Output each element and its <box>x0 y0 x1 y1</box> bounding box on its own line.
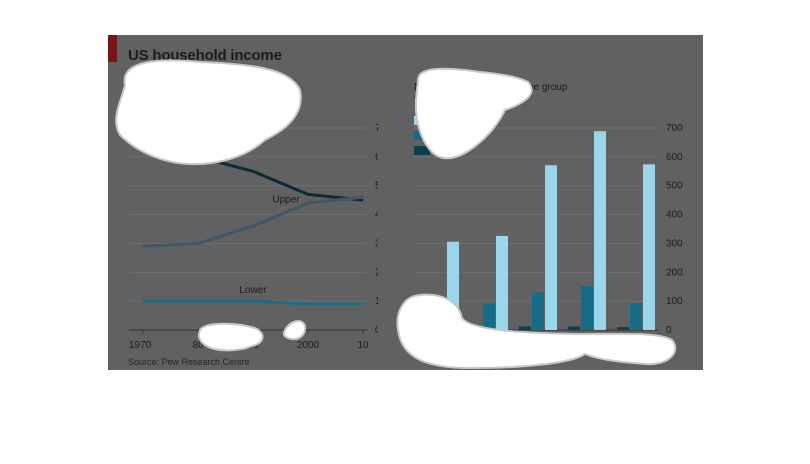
accent-bar <box>108 35 117 62</box>
bar-middle <box>630 303 642 330</box>
y-tick-label: 300 <box>666 238 683 249</box>
bar-lower <box>421 326 433 330</box>
y-tick-label: 0 <box>666 325 672 336</box>
bar-lower <box>617 327 629 330</box>
legend-label-upper: Upper <box>436 116 464 127</box>
x-tick-label: 1983 <box>431 340 454 350</box>
x-tick-label: 2000 <box>297 340 320 350</box>
bar-lower <box>470 327 482 330</box>
bar-middle <box>483 303 495 330</box>
series-line-middle <box>142 149 364 202</box>
y-tick-label: 400 <box>666 210 683 221</box>
y-tick-label: 70 <box>375 123 378 134</box>
bar-chart-subtitle: 2011 $, '000 <box>414 95 468 106</box>
bar-middle <box>434 302 446 330</box>
bar-upper <box>545 165 557 330</box>
bar-upper <box>594 131 606 330</box>
legend-swatch-middle <box>414 131 430 140</box>
bar-middle <box>581 286 593 330</box>
bar-chart-median-net-worth: Median net worth by income group 2011 $,… <box>414 82 683 350</box>
series-line-lower <box>143 299 363 306</box>
bar-chart-title: Median net worth by income group <box>414 82 568 93</box>
figure-title: US household income <box>128 47 282 64</box>
series-label-middle: Middle <box>187 149 217 160</box>
bar-middle <box>532 292 544 330</box>
x-tick-label: 2001 <box>529 340 552 350</box>
y-tick-label: 600 <box>666 152 683 163</box>
bar-upper <box>643 164 655 330</box>
line-chart-subtitle: % of total <box>129 95 171 106</box>
y-tick-label: 10 <box>375 296 378 307</box>
x-tick-label: 80 <box>192 340 204 350</box>
x-tick-label: 10 <box>357 340 369 350</box>
x-tick-label: 10 <box>632 340 644 350</box>
bar-lower <box>568 326 580 330</box>
bar-lower <box>519 326 531 330</box>
bar-upper <box>496 235 508 330</box>
legend-swatch-lower <box>414 146 430 155</box>
legend-label-lower: Lower <box>436 146 464 157</box>
source-note: Source: Pew Research Centre <box>128 357 250 367</box>
y-tick-label: 700 <box>666 123 683 134</box>
bar-upper <box>447 241 459 330</box>
series-label-upper: Upper <box>272 194 300 205</box>
y-tick-label: 100 <box>666 296 683 307</box>
x-tick-label: 1970 <box>129 340 152 350</box>
legend-swatch-upper <box>414 116 430 125</box>
y-tick-label: 40 <box>375 210 378 221</box>
y-tick-label: 60 <box>375 152 378 163</box>
series-label-lower: Lower <box>239 285 267 296</box>
x-tick-label: 92 <box>485 340 497 350</box>
y-tick-label: 50 <box>375 181 378 192</box>
series-line-upper <box>142 195 364 248</box>
line-chart-income-distribution: Distribution by income group % of total … <box>129 82 378 350</box>
y-tick-label: 0 <box>375 325 378 336</box>
legend-label-middle: Middle <box>436 131 466 142</box>
x-tick-label: 90 <box>247 340 259 350</box>
line-chart-title: Distribution by income group <box>129 82 256 93</box>
y-tick-label: 20 <box>375 267 378 278</box>
chart-panel: US household income Distribution by inco… <box>108 35 703 370</box>
y-tick-label: 500 <box>666 181 683 192</box>
x-tick-label: 07 <box>583 340 595 350</box>
y-tick-label: 30 <box>375 238 378 249</box>
y-tick-label: 200 <box>666 267 683 278</box>
